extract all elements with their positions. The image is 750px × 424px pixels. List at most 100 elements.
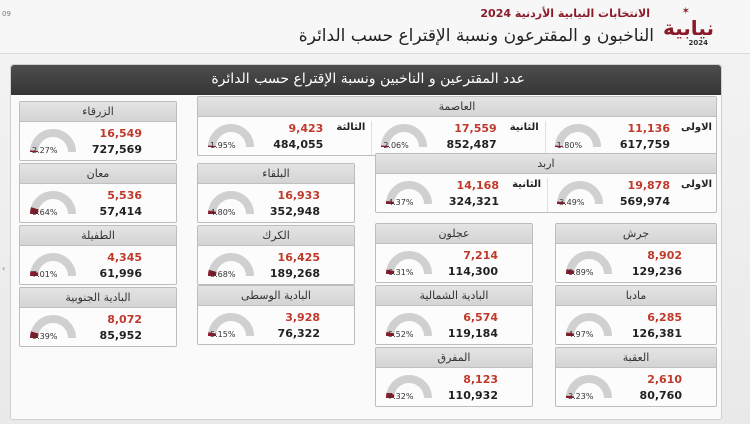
district-card-header: جرش <box>556 224 716 244</box>
gauge-track <box>30 253 76 277</box>
gauge-track <box>30 191 76 215</box>
turnout-percent: 2.27% <box>32 146 58 155</box>
district-cell: 16,425 189,268 8.68% <box>198 246 356 286</box>
district-card: البلقاء 16,933 352,948 4.80% <box>197 163 355 223</box>
turnout-gauge <box>565 313 612 337</box>
logo-year: 2024 <box>688 39 708 47</box>
district-cell: الاولى 11,136 617,759 1.80% <box>545 117 718 157</box>
panel-title: عدد المقترعين و الناخبين ونسبة الإقتراع … <box>211 71 525 87</box>
district-card: البادية الجنوبية 8,072 85,952 9.39% <box>19 287 177 347</box>
district-card-header: البلقاء <box>198 164 354 184</box>
district-card: البادية الشمالية 6,574 119,184 5.52% <box>375 285 533 345</box>
turnout-percent: 9.39% <box>32 332 58 341</box>
district-card-header: البادية الشمالية <box>376 286 532 306</box>
results-panel: عدد المقترعين و الناخبين ونسبة الإقتراع … <box>10 64 722 420</box>
registered-voters: 727,569 <box>91 143 142 156</box>
turnout-percent: 3.23% <box>568 392 594 401</box>
turnout-percent: 6.89% <box>568 268 594 277</box>
gauge-track <box>557 181 603 205</box>
brand-logo: ✶ نيابية 2024 <box>663 6 714 48</box>
turnout-gauge <box>381 124 428 148</box>
district-cell: 3,928 76,322 5.15% <box>198 306 356 346</box>
gauge-fill <box>29 207 39 215</box>
district-card-header: البادية الجنوبية <box>20 288 176 308</box>
turnout-percent: 1.95% <box>210 141 236 150</box>
district-card-header: الكرك <box>198 226 354 246</box>
district-name: العقبة <box>622 351 650 364</box>
logo-wordmark: نيابية <box>663 16 714 40</box>
turnout-percent: 3.49% <box>559 198 585 207</box>
logo-star-icon: ✶ <box>681 6 690 17</box>
district-cell: 8,072 85,952 9.39% <box>20 308 178 348</box>
turnout-gauge <box>207 253 254 277</box>
registered-voters: 617,759 <box>619 138 670 151</box>
registered-voters: 57,414 <box>99 205 142 218</box>
gauge-track <box>30 129 76 153</box>
gauge-track <box>381 124 428 148</box>
turnout-percent: 6.31% <box>388 268 414 277</box>
district-card-header: معان <box>20 164 176 184</box>
district-cell: 8,123 110,932 7.32% <box>376 368 534 408</box>
gauge-track <box>566 251 612 275</box>
turnout-gauge <box>386 181 432 205</box>
district-card: معان 5,536 57,414 9.64% <box>19 163 177 223</box>
turnout-gauge <box>566 375 612 399</box>
district-card-header: الطفيلة <box>20 226 176 246</box>
panel-header: عدد المقترعين و الناخبين ونسبة الإقتراع … <box>11 65 721 95</box>
district-name: جرش <box>622 227 650 240</box>
district-card: الطفيلة 4,345 61,996 7.01% <box>19 225 177 285</box>
voted-count: 9,423 <box>288 122 324 135</box>
round-label: الثالثة <box>336 122 366 133</box>
voted-count: 8,123 <box>463 373 498 386</box>
cell-divider <box>544 121 546 155</box>
district-cell: الثانية 14,168 324,321 4.37% <box>376 174 547 214</box>
turnout-gauge <box>385 313 432 337</box>
registered-voters: 114,300 <box>447 265 498 278</box>
district-name: الطفيلة <box>81 229 115 242</box>
registered-voters: 110,932 <box>447 389 498 402</box>
voted-count: 7,214 <box>463 249 498 262</box>
district-card: اربد الاولى 19,878 569,974 3.49% الثانية 14,16… <box>375 153 717 213</box>
district-name: المفرق <box>437 351 471 364</box>
district-cell: الثانية 17,559 852,487 2.06% <box>371 117 544 157</box>
voted-count: 4,345 <box>107 251 142 264</box>
turnout-gauge <box>208 191 254 215</box>
turnout-gauge <box>208 313 254 337</box>
round-label: الثانية <box>512 179 541 190</box>
district-cell: 5,536 57,414 9.64% <box>20 184 178 224</box>
registered-voters: 569,974 <box>619 195 670 208</box>
district-cell: 8,902 129,236 6.89% <box>556 244 718 284</box>
gauge-fill <box>386 392 395 399</box>
registered-voters: 80,760 <box>639 389 682 402</box>
district-card: البادية الوسطى 3,928 76,322 5.15% <box>197 285 355 345</box>
voted-count: 16,425 <box>277 251 320 264</box>
gauge-track <box>386 251 432 275</box>
voted-count: 16,549 <box>99 127 142 140</box>
top-header: 09 ✶ نيابية 2024 الانتخابات النيابية الأ… <box>0 0 750 54</box>
district-cell: 7,214 114,300 6.31% <box>376 244 534 284</box>
gauge-track <box>566 375 612 399</box>
round-label: الثانية <box>509 122 539 133</box>
district-card: العقبة 2,610 80,760 3.23% <box>555 347 717 407</box>
turnout-percent: 8.68% <box>210 270 236 279</box>
district-name: العاصمة <box>438 100 476 113</box>
turnout-gauge <box>29 191 76 215</box>
gauge-track <box>386 181 432 205</box>
voted-count: 8,902 <box>647 249 682 262</box>
district-card: عجلون 7,214 114,300 6.31% <box>375 223 533 283</box>
gauge-track <box>554 124 601 148</box>
gauge-track <box>386 375 432 399</box>
turnout-percent: 7.32% <box>388 392 414 401</box>
round-label: الاولى <box>681 179 712 190</box>
district-card-header: العاصمة <box>198 97 716 117</box>
turnout-gauge <box>30 315 76 339</box>
district-name: مادبا <box>625 289 647 302</box>
district-card: الزرقاء 16,549 727,569 2.27% <box>19 101 177 161</box>
turnout-percent: 4.97% <box>568 330 594 339</box>
district-cell: الاولى 19,878 569,974 3.49% <box>547 174 718 214</box>
voted-count: 19,878 <box>627 179 670 192</box>
turnout-gauge <box>385 251 432 275</box>
voted-count: 11,136 <box>627 122 670 135</box>
corner-mark: 09 <box>2 10 11 18</box>
